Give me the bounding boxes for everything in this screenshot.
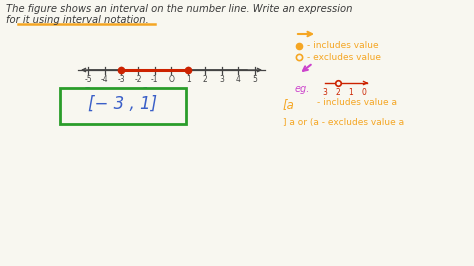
Text: 1: 1 [186, 75, 191, 84]
Text: for it using interval notation.: for it using interval notation. [6, 15, 149, 25]
Text: -1: -1 [151, 75, 158, 84]
Text: - includes value a: - includes value a [317, 98, 397, 107]
Text: 5: 5 [253, 75, 257, 84]
Text: - includes value: - includes value [307, 41, 379, 51]
Text: -3: -3 [118, 75, 125, 84]
Text: 3: 3 [323, 88, 328, 97]
Text: [a: [a [283, 98, 295, 111]
Text: 2: 2 [336, 88, 340, 97]
Text: -4: -4 [101, 75, 109, 84]
Text: 0: 0 [362, 88, 366, 97]
Text: 3: 3 [219, 75, 224, 84]
Text: -3 ≤ x ≤ 1: -3 ≤ x ≤ 1 [78, 86, 150, 100]
Text: The figure shows an interval on the number line. Write an expression: The figure shows an interval on the numb… [6, 4, 353, 14]
Text: [− 3 , 1]: [− 3 , 1] [89, 95, 157, 113]
Text: -5: -5 [84, 75, 92, 84]
Text: -2: -2 [134, 75, 142, 84]
Text: 4: 4 [236, 75, 241, 84]
Text: eg.: eg. [295, 84, 310, 94]
FancyBboxPatch shape [60, 88, 186, 124]
Text: ] a or (a - excludes value a: ] a or (a - excludes value a [283, 118, 404, 127]
Text: - excludes value: - excludes value [307, 52, 381, 61]
Text: O: O [169, 75, 174, 84]
Text: 1: 1 [348, 88, 354, 97]
Text: 2: 2 [202, 75, 207, 84]
